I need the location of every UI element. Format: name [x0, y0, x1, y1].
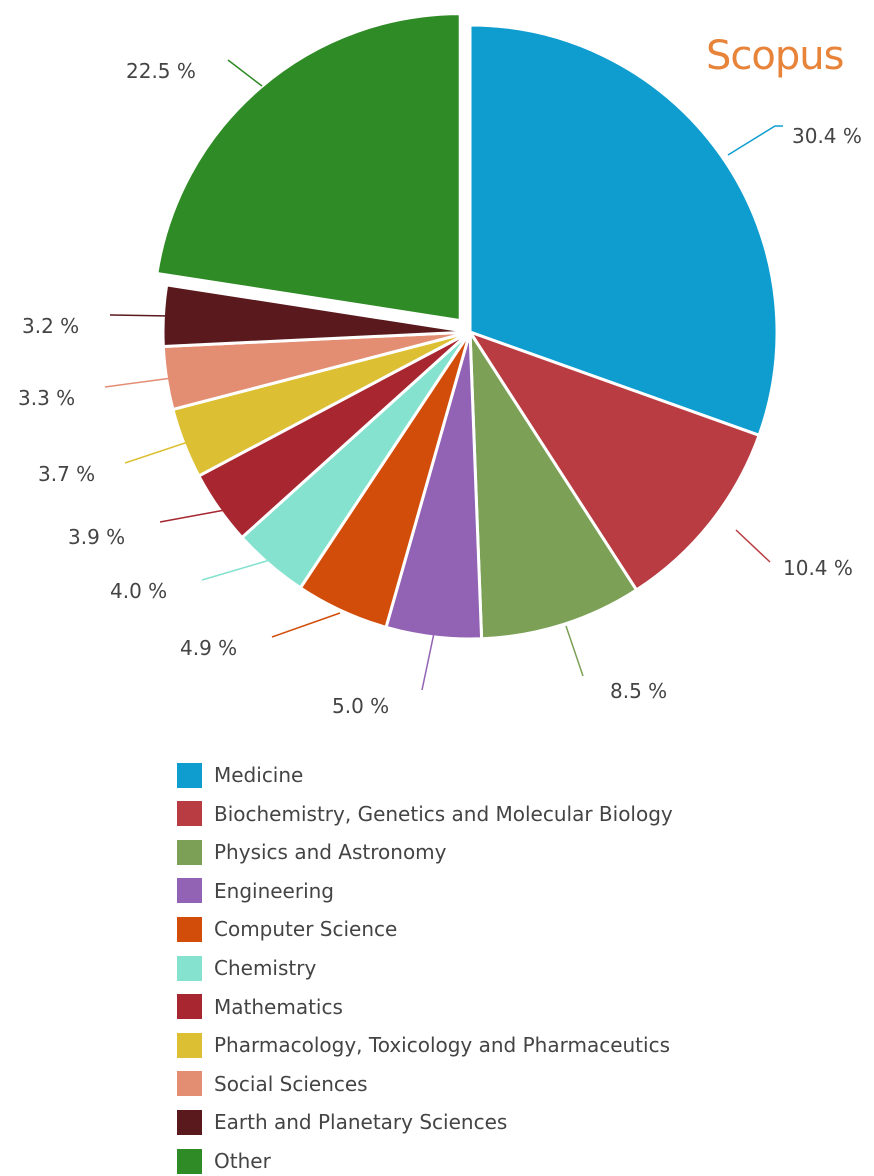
legend-label: Social Sciences [214, 1071, 368, 1096]
leader-line-engineering [421, 632, 435, 691]
data-label-mathematics: 3.9 % [68, 525, 125, 549]
legend-swatch [177, 1032, 202, 1058]
legend-label: Other [214, 1149, 271, 1173]
legend-item-pharmacology-toxicology-and-pharmaceutics[interactable]: Pharmacology, Toxicology and Pharmaceuti… [177, 1030, 670, 1060]
legend-item-earth-and-planetary-sciences[interactable]: Earth and Planetary Sciences [177, 1107, 507, 1137]
legend-label: Earth and Planetary Sciences [214, 1110, 508, 1135]
data-label-computer-science: 4.9 % [180, 636, 237, 660]
data-label-medicine: 30.4 % [792, 124, 862, 148]
legend-swatch [177, 1109, 202, 1135]
leader-line-social-sciences [104, 377, 173, 388]
data-label-engineering: 5.0 % [332, 694, 389, 718]
legend-item-other[interactable]: Other [177, 1146, 271, 1176]
data-label-chemistry: 4.0 % [110, 579, 167, 603]
data-label-biochemistry-genetics-and-molecular-biology: 10.4 % [783, 556, 853, 580]
legend-swatch [177, 1071, 202, 1097]
legend-item-medicine[interactable]: Medicine [177, 760, 303, 790]
legend-swatch [177, 1148, 202, 1174]
legend-label: Medicine [214, 763, 304, 787]
legend-swatch [177, 839, 202, 865]
data-label-pharmacology-toxicology-and-pharmaceutics: 3.7 % [38, 462, 95, 486]
data-label-other: 22.5 % [126, 59, 196, 83]
legend-label: Engineering [214, 878, 334, 903]
legend-label: Physics and Astronomy [214, 840, 447, 865]
pie-slice-physics-and-astronomy[interactable] [468, 330, 638, 641]
scopus-logo-text: Scopus [706, 33, 844, 79]
legend-label: Computer Science [214, 917, 398, 942]
data-label-earth-and-planetary-sciences: 3.2 % [22, 314, 79, 338]
pie-slice-other[interactable] [155, 12, 462, 323]
legend-item-physics-and-astronomy[interactable]: Physics and Astronomy [177, 837, 447, 867]
legend-swatch [177, 801, 202, 827]
leader-line-computer-science [271, 612, 341, 638]
legend-swatch [177, 916, 202, 942]
data-label-social-sciences: 3.3 % [18, 386, 75, 410]
legend-item-social-sciences[interactable]: Social Sciences [177, 1069, 368, 1099]
legend-item-biochemistry-genetics-and-molecular-biology[interactable]: Biochemistry, Genetics and Molecular Bio… [177, 799, 673, 829]
legend-item-chemistry[interactable]: Chemistry [177, 953, 316, 983]
legend-swatch [177, 878, 202, 904]
legend-label: Pharmacology, Toxicology and Pharmaceuti… [214, 1033, 670, 1058]
leader-line-earth-and-planetary-sciences [109, 314, 171, 317]
leader-line-biochemistry-genetics-and-molecular-biology [735, 529, 771, 563]
legend-label: Mathematics [214, 994, 343, 1019]
pie-slice-biochemistry-genetics-and-molecular-biology[interactable] [468, 330, 761, 592]
data-label-physics-and-astronomy: 8.5 % [610, 679, 667, 703]
legend-item-engineering[interactable]: Engineering [177, 876, 334, 906]
leader-line-medicine [727, 125, 783, 156]
leader-line-other [227, 59, 263, 87]
legend-swatch [177, 762, 202, 788]
legend-swatch [177, 994, 202, 1020]
legend-label: Biochemistry, Genetics and Molecular Bio… [214, 801, 673, 826]
legend-label: Chemistry [214, 956, 317, 980]
legend-item-computer-science[interactable]: Computer Science [177, 914, 397, 944]
pie-chart: 30.4 % 10.4 % 8.5 % 5.0 % 4.9 % 4.0 % 3.9 % 3.7… [18, 12, 862, 718]
leader-line-mathematics [159, 509, 226, 523]
leader-line-chemistry [201, 559, 271, 581]
legend-item-mathematics[interactable]: Mathematics [177, 992, 343, 1022]
legend-swatch [177, 955, 202, 981]
leader-line-pharmacology-toxicology-and-pharmaceutics [124, 441, 189, 464]
leader-line-physics-and-astronomy [565, 625, 584, 677]
pie-slice-medicine[interactable] [468, 23, 779, 437]
